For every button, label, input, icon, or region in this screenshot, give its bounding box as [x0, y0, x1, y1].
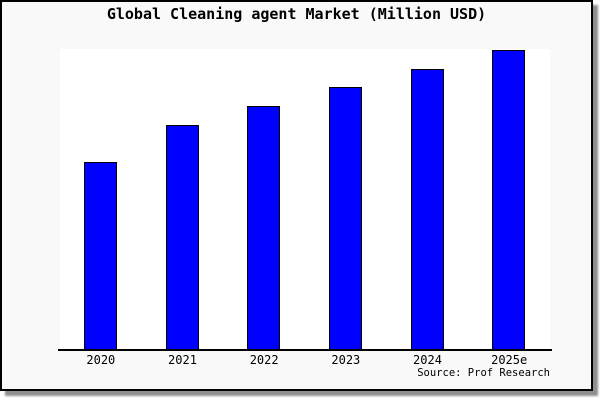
bar-2025e [492, 49, 526, 349]
bar-2022 [247, 105, 281, 349]
x-label-2022: 2022 [249, 353, 279, 367]
chart-frame: Global Cleaning agent Market (Million US… [0, 0, 593, 391]
x-label-2023: 2023 [331, 353, 361, 367]
x-label-2021: 2021 [168, 353, 197, 367]
bar-2020 [83, 161, 117, 349]
bar-2023 [328, 86, 362, 349]
x-axis-labels: 2020 2021 2022 2023 2024 2025e [60, 353, 550, 369]
x-label-2020: 2020 [86, 353, 116, 367]
bar-2024 [410, 68, 444, 349]
bar-2021 [165, 124, 199, 349]
plot-area [60, 49, 550, 349]
x-label-2025e: 2025e [491, 353, 528, 367]
source-credit: Source: Prof Research [417, 367, 550, 379]
chart-title: Global Cleaning agent Market (Million US… [106, 5, 487, 23]
x-label-2024: 2024 [413, 353, 442, 367]
x-axis-line [58, 349, 552, 351]
